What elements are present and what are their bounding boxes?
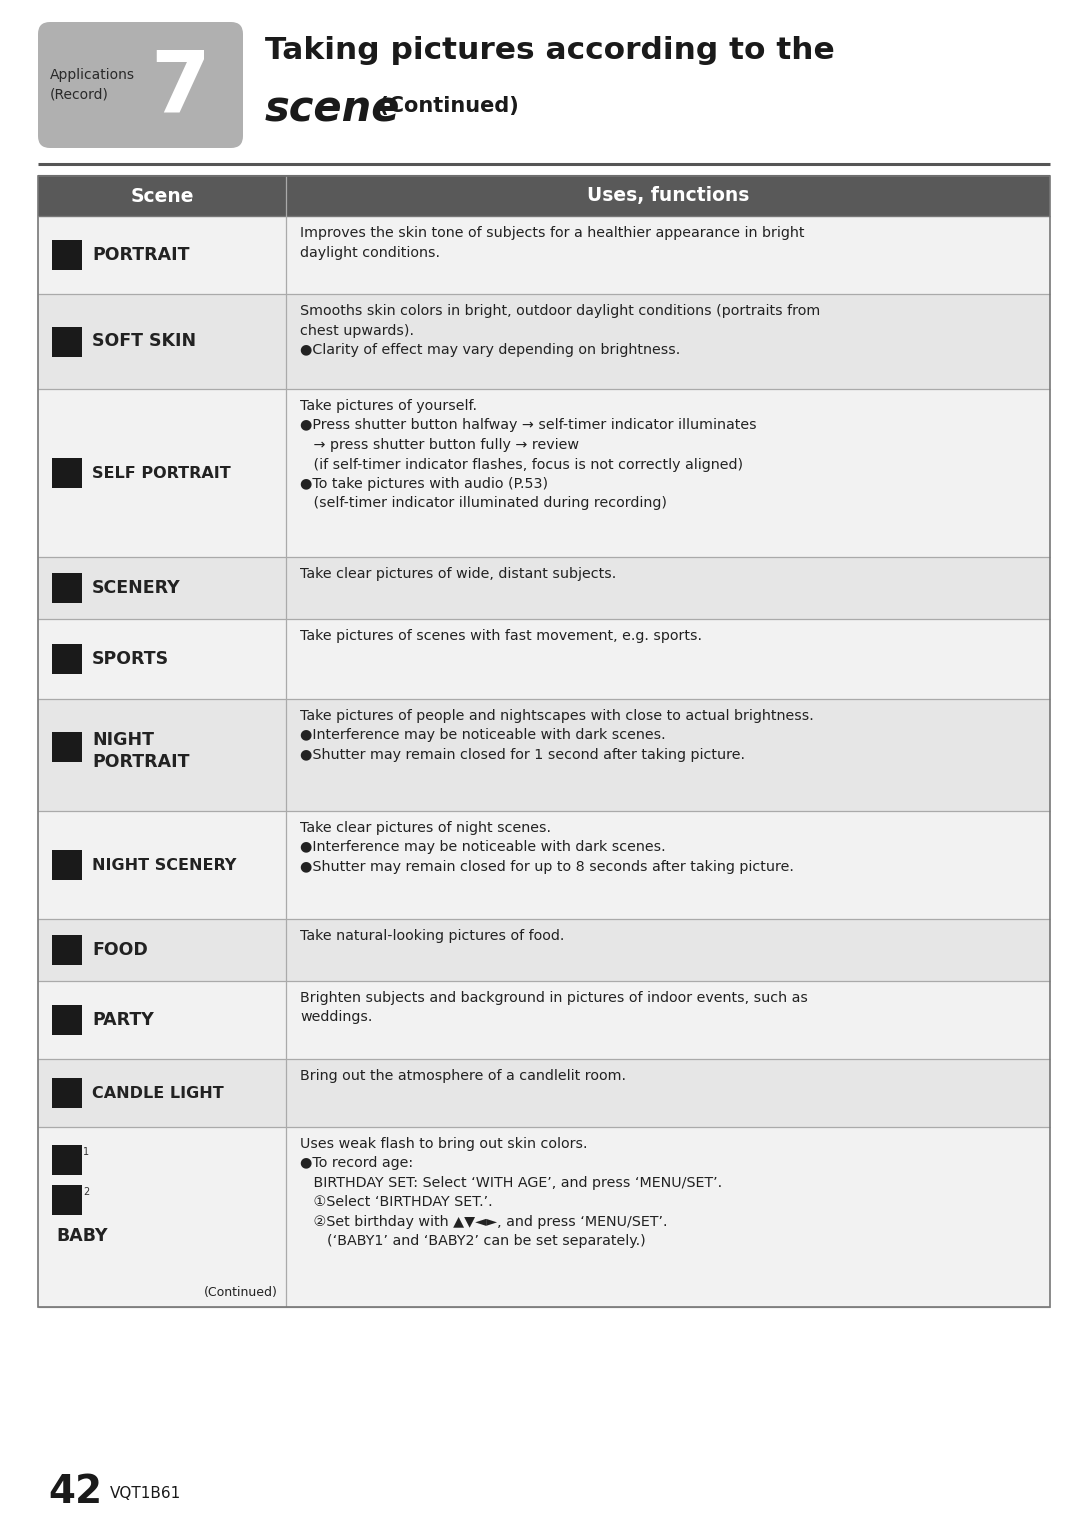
Text: Smooths skin colors in bright, outdoor daylight conditions (portraits from
chest: Smooths skin colors in bright, outdoor d… [300, 304, 820, 358]
Text: Uses, functions: Uses, functions [586, 186, 750, 206]
Bar [52, 239, 82, 270]
Text: 1: 1 [83, 1147, 90, 1157]
Text: Applications: Applications [50, 68, 135, 81]
Bar [38, 1127, 1050, 1306]
Bar [38, 981, 1050, 1059]
Bar [52, 935, 82, 966]
Text: Take clear pictures of wide, distant subjects.: Take clear pictures of wide, distant sub… [300, 566, 617, 582]
Text: PORTRAIT: PORTRAIT [92, 246, 189, 264]
Bar [38, 177, 1050, 1306]
Text: CANDLE LIGHT: CANDLE LIGHT [92, 1085, 224, 1101]
Bar [38, 557, 1050, 619]
Text: Take clear pictures of night scenes.
●Interference may be noticeable with dark s: Take clear pictures of night scenes. ●In… [300, 821, 794, 873]
Text: Take pictures of scenes with fast movement, e.g. sports.: Take pictures of scenes with fast moveme… [300, 629, 702, 643]
Text: NIGHT
PORTRAIT: NIGHT PORTRAIT [92, 731, 189, 771]
Text: (Continued): (Continued) [204, 1286, 278, 1299]
Bar [38, 216, 1050, 295]
Bar [52, 327, 82, 356]
Bar [38, 919, 1050, 981]
Bar [38, 388, 1050, 557]
Text: Taking pictures according to the: Taking pictures according to the [265, 35, 835, 64]
Text: FOOD: FOOD [92, 941, 148, 959]
Text: SCENERY: SCENERY [92, 579, 180, 597]
Bar [52, 573, 82, 603]
Text: SELF PORTRAIT: SELF PORTRAIT [92, 465, 231, 480]
Bar [52, 1185, 82, 1216]
Text: (Continued): (Continued) [372, 97, 518, 117]
Text: VQT1B61: VQT1B61 [110, 1486, 181, 1501]
Bar [38, 698, 1050, 810]
Text: Brighten subjects and background in pictures of indoor events, such as
weddings.: Brighten subjects and background in pict… [300, 992, 808, 1024]
Bar [38, 1059, 1050, 1127]
Text: Take pictures of people and nightscapes with close to actual brightness.
●Interf: Take pictures of people and nightscapes … [300, 709, 813, 761]
Bar [52, 850, 82, 880]
Bar [38, 810, 1050, 919]
Text: SOFT SKIN: SOFT SKIN [92, 333, 197, 350]
Text: 42: 42 [48, 1474, 103, 1510]
Bar [38, 619, 1050, 698]
Text: (Record): (Record) [50, 87, 109, 101]
Bar [38, 295, 1050, 388]
Bar [52, 732, 82, 761]
Text: 7: 7 [150, 48, 210, 130]
Bar [52, 1078, 82, 1108]
Text: PARTY: PARTY [92, 1012, 153, 1028]
Bar [52, 457, 82, 488]
Text: Bring out the atmosphere of a candlelit room.: Bring out the atmosphere of a candlelit … [300, 1068, 626, 1084]
Bar [52, 645, 82, 674]
Text: BABY: BABY [56, 1226, 108, 1245]
Text: NIGHT SCENERY: NIGHT SCENERY [92, 858, 237, 872]
Text: Uses weak flash to bring out skin colors.
●To record age:
   BIRTHDAY SET: Selec: Uses weak flash to bring out skin colors… [300, 1137, 723, 1248]
Bar [38, 177, 1050, 216]
Text: SPORTS: SPORTS [92, 649, 170, 668]
Text: Take pictures of yourself.
●Press shutter button halfway → self-timer indicator : Take pictures of yourself. ●Press shutte… [300, 399, 757, 511]
Text: Scene: Scene [131, 186, 193, 206]
Text: 2: 2 [83, 1187, 90, 1197]
Text: Take natural-looking pictures of food.: Take natural-looking pictures of food. [300, 929, 565, 942]
Bar [52, 1005, 82, 1035]
Text: Improves the skin tone of subjects for a healthier appearance in bright
daylight: Improves the skin tone of subjects for a… [300, 226, 805, 259]
FancyBboxPatch shape [38, 21, 243, 147]
Text: scene: scene [265, 87, 401, 130]
Bar [52, 1145, 82, 1174]
